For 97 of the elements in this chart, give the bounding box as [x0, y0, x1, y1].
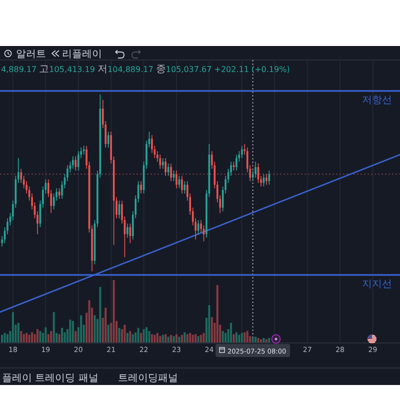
text: 트레이딩패널 [118, 373, 178, 384]
bar [154, 334, 156, 343]
bar [230, 322, 232, 343]
bar [74, 331, 77, 343]
bar [69, 320, 72, 343]
bar [265, 339, 268, 343]
bar [118, 328, 120, 343]
candlestick [77, 150, 80, 171]
bar [240, 332, 243, 343]
bar [26, 332, 28, 343]
text: 4,889.17 고105,413.19 저104,889.17 종105,037.67 +202.11 (+0.19%) [1, 64, 290, 75]
bar [58, 334, 60, 343]
text: 플레이 트레이딩 패널 [2, 373, 98, 384]
bar [224, 332, 227, 343]
bar [194, 334, 197, 343]
bar [197, 336, 200, 343]
text: 알러트 [16, 49, 46, 60]
bar [210, 317, 213, 343]
bar [175, 334, 178, 343]
ref-line-label: 저항선 [362, 94, 392, 106]
bar [126, 332, 128, 343]
bar [238, 334, 240, 343]
bar [132, 334, 134, 343]
candlestick [74, 156, 77, 171]
bar [61, 328, 64, 343]
bar [44, 327, 47, 343]
bar [186, 334, 188, 343]
bar [202, 332, 205, 343]
candlestick [170, 163, 172, 182]
bar [146, 327, 148, 343]
bar [22, 334, 25, 343]
text: 리플레이 [62, 49, 102, 60]
bar [1, 334, 4, 343]
bar [200, 334, 202, 343]
bar [12, 312, 14, 343]
bar [36, 329, 38, 343]
bar [208, 305, 210, 343]
bar [80, 315, 82, 343]
candlestick [176, 170, 178, 189]
candlestick [266, 174, 268, 186]
candlestick [126, 223, 128, 238]
candlestick [254, 161, 256, 178]
bar [137, 328, 140, 343]
bar [244, 332, 246, 343]
bar [107, 324, 110, 343]
bar [88, 300, 90, 343]
bar [216, 285, 218, 343]
bar [184, 332, 186, 343]
bar [28, 334, 30, 343]
bar [99, 286, 102, 343]
bar [192, 334, 194, 343]
bar [235, 332, 238, 343]
candlestick [181, 175, 183, 194]
bar [50, 331, 52, 343]
bar [260, 339, 262, 343]
bar [52, 312, 55, 343]
bar [167, 336, 170, 343]
bar [170, 334, 172, 343]
bar [178, 336, 180, 343]
bar [134, 332, 137, 343]
bar [4, 332, 6, 343]
bar [162, 334, 164, 343]
candlestick [162, 158, 164, 170]
bar [222, 331, 224, 343]
bar [17, 322, 20, 343]
bar [159, 336, 162, 343]
bar [94, 315, 96, 343]
bar [180, 334, 183, 343]
bar [156, 332, 158, 343]
bar [246, 331, 248, 343]
bar [164, 334, 167, 343]
bar [39, 331, 42, 343]
candlestick [140, 180, 142, 194]
bar [254, 336, 257, 343]
bar [150, 334, 153, 343]
candlestick [159, 154, 162, 170]
candlestick [236, 154, 238, 171]
bar [47, 334, 50, 343]
bar [124, 324, 126, 343]
bar [72, 320, 74, 343]
bar [140, 332, 142, 343]
candlestick [164, 158, 166, 176]
bar [112, 280, 115, 343]
bar [189, 332, 192, 343]
bar [20, 331, 22, 343]
bar [129, 331, 132, 343]
bar [232, 334, 235, 343]
bar [6, 334, 9, 343]
bar [64, 332, 66, 343]
ref-line-label: 지지선 [362, 278, 392, 290]
candlestick [72, 156, 74, 170]
bar [148, 331, 150, 343]
bar [172, 336, 175, 343]
bar [142, 329, 145, 343]
bar [31, 332, 34, 343]
candlestick [241, 145, 243, 159]
bar [104, 308, 107, 343]
